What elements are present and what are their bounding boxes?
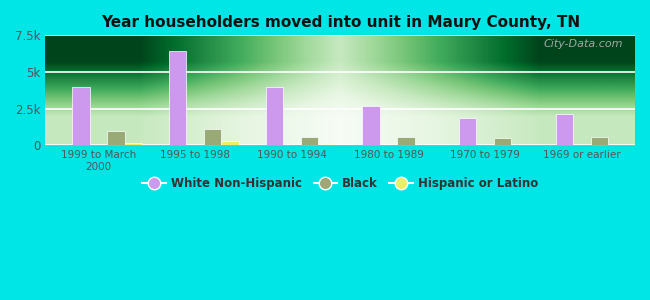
Bar [125,143,142,145]
Legend: White Non-Hispanic, Black, Hispanic or Latino: White Non-Hispanic, Black, Hispanic or L… [138,172,543,194]
Bar [72,87,90,146]
Bar [397,136,415,146]
Bar [204,129,221,146]
Bar [169,52,187,146]
Text: City-Data.com: City-Data.com [543,39,623,49]
Title: Year householders moved into unit in Maury County, TN: Year householders moved into unit in Mau… [101,15,580,30]
Bar [363,106,380,146]
Bar [494,138,512,146]
Bar [608,145,625,146]
Bar [221,141,239,146]
Bar [556,114,573,146]
Bar [415,145,432,146]
Bar [318,144,335,145]
Bar [591,137,608,146]
Bar [107,131,125,146]
Bar [459,118,476,146]
Bar [266,87,283,146]
Bar [300,137,318,146]
